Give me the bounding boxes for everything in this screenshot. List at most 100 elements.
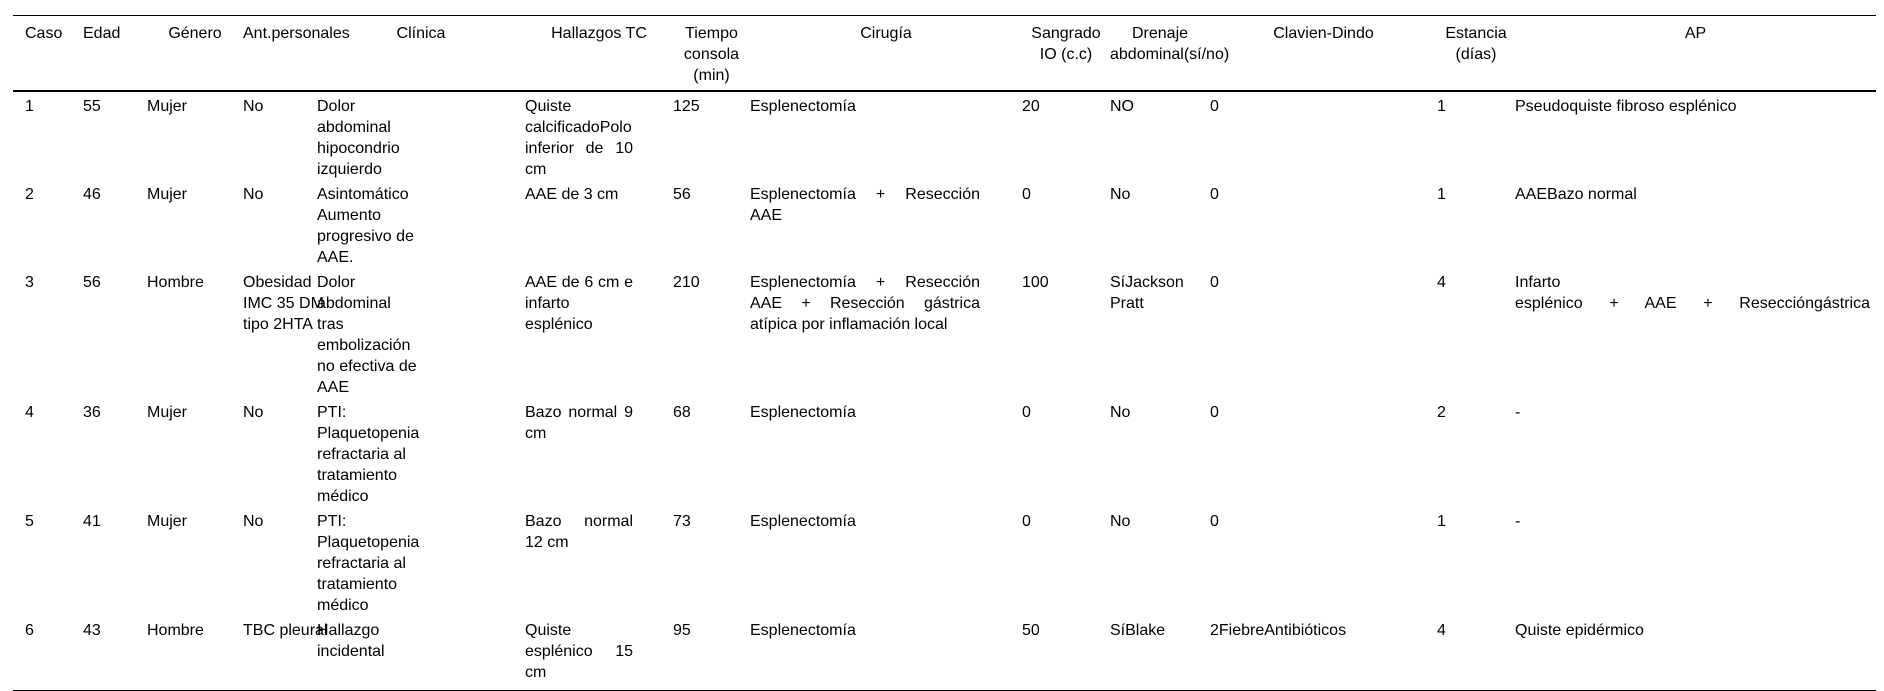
cell-drenaje: No (1110, 180, 1210, 268)
cell-genero: Hombre (147, 274, 204, 291)
cell-ant: TBC pleural (243, 616, 327, 691)
cell-tiempo: 125 (673, 98, 700, 115)
cell-tc: Bazo normal 9 cm (525, 398, 673, 507)
clinical-cases-table: Caso Edad Género Ant.personales Clínica Halla… (13, 15, 1876, 691)
cell-genero: Mujer (147, 404, 188, 421)
cell-content: AAE de 6 cm e infarto esplénico (525, 274, 633, 333)
table-row: 6 43 Hombre TBC pleural Hallazgo incidental Q… (13, 616, 1876, 691)
cell-sangrado: 0 (1022, 186, 1031, 203)
cell-content: Infarto esplénico + AAE + Reseccióngástr… (1515, 274, 1870, 312)
cell-tc: Quiste esplénico 15 cm (525, 616, 673, 691)
table-row: 4 36 Mujer No PTI: Plaquetopenia refractaria… (13, 398, 1876, 507)
table-header: Caso Edad Género Ant.personales Clínica Halla… (13, 15, 1876, 92)
cell-edad: 46 (83, 186, 101, 203)
cell-edad: 55 (83, 98, 101, 115)
cell-content: No (1110, 404, 1131, 421)
cell-tiempo: 73 (673, 513, 691, 530)
cell-content: Quiste esplénico 15 cm (525, 622, 633, 681)
cell-caso: 4 (25, 404, 34, 421)
cell-drenaje: SíJackson Pratt (1110, 268, 1210, 398)
cell-clavien: 0 (1210, 404, 1219, 421)
cell-content: NO (1110, 98, 1134, 115)
cell-estancia: 2 (1437, 404, 1446, 421)
table-row: 3 56 Hombre Obesidad IMC 35 DM tipo 2HTA Dol… (13, 268, 1876, 398)
cell-content: Dolor abdominal tras embolización no efe… (317, 274, 417, 396)
cell-content: Dolor abdominal hipocondrio izquierdo (317, 98, 400, 178)
cell-ant: No (243, 398, 317, 507)
cell-sangrado: 50 (1022, 622, 1040, 639)
column-header-ant: Ant.personales (243, 15, 350, 92)
table-row: 1 55 Mujer No Dolor abdominal hipocondrio iz… (13, 91, 1876, 180)
cell-edad: 41 (83, 513, 101, 530)
table-body: 1 55 Mujer No Dolor abdominal hipocondrio iz… (13, 91, 1876, 691)
cell-content: Quiste epidérmico (1515, 622, 1644, 639)
cell-content: Esplenectomía (750, 513, 856, 530)
cell-clavien: 0 (1210, 98, 1219, 115)
cell-content: Hallazgo incidental (317, 622, 385, 660)
cell-clavien: 0 (1210, 274, 1219, 291)
cell-cirugia: Esplenectomía (750, 398, 1022, 507)
cell-tiempo: 210 (673, 274, 700, 291)
cell-edad: 56 (83, 274, 101, 291)
cell-content: No (243, 404, 264, 421)
cell-clavien: 2FiebreAntibióticos (1210, 622, 1347, 639)
cell-content: Bazo normal 9 cm (525, 404, 633, 442)
cell-tc: Bazo normal 12 cm (525, 507, 673, 616)
cell-caso: 6 (25, 622, 34, 639)
cell-tc: AAE de 3 cm (525, 180, 673, 268)
cell-cirugia: Esplenectomía + Resección AAE + Resecció… (750, 268, 1022, 398)
cell-tc: AAE de 6 cm e infarto esplénico (525, 268, 673, 398)
cell-content: No (1110, 186, 1131, 203)
cell-genero: Mujer (147, 98, 188, 115)
column-header-clavien: Clavien-Dindo (1210, 15, 1437, 92)
cell-drenaje: SíBlake (1110, 616, 1210, 691)
cell-content: SíJackson Pratt (1110, 274, 1184, 312)
cell-content: AAEBazo normal (1515, 186, 1637, 203)
cell-estancia: 4 (1437, 622, 1446, 639)
cell-content: Asintomático Aumento progresivo de AAE. (317, 186, 414, 266)
cell-sangrado: 100 (1022, 274, 1049, 291)
column-header-drenaje: Drenaje abdominal(sí/no) (1110, 15, 1229, 92)
cell-cirugia: Esplenectomía (750, 616, 1022, 691)
cell-content: SíBlake (1110, 622, 1166, 639)
cell-content: No (243, 98, 264, 115)
cell-content: AAE de 3 cm (525, 186, 619, 203)
cell-content: PTI: Plaquetopenia refractaria al tratam… (317, 513, 420, 614)
cell-cirugia: Esplenectomía (750, 91, 1022, 180)
cell-caso: 5 (25, 513, 34, 530)
cell-content: - (1515, 513, 1521, 530)
cell-estancia: 4 (1437, 274, 1446, 291)
cell-clinica: Hallazgo incidental (317, 616, 525, 691)
cell-cirugia: Esplenectomía (750, 507, 1022, 616)
cell-genero: Hombre (147, 622, 204, 639)
cell-clinica: Asintomático Aumento progresivo de AAE. (317, 180, 525, 268)
cell-ap: - (1515, 398, 1876, 507)
cell-caso: 2 (25, 186, 34, 203)
cell-estancia: 1 (1437, 186, 1446, 203)
cell-edad: 36 (83, 404, 101, 421)
cell-ant: Obesidad IMC 35 DM tipo 2HTA (243, 268, 324, 398)
cell-genero: Mujer (147, 186, 188, 203)
cell-tiempo: 68 (673, 404, 691, 421)
cell-ant: No (243, 180, 317, 268)
cell-clinica: PTI: Plaquetopenia refractaria al tratam… (317, 398, 525, 507)
table-row: 5 41 Mujer No PTI: Plaquetopenia refractaria… (13, 507, 1876, 616)
cell-sangrado: 0 (1022, 404, 1031, 421)
cell-estancia: 1 (1437, 513, 1446, 530)
column-header-edad: Edad (83, 15, 147, 92)
cell-drenaje: No (1110, 398, 1210, 507)
cell-clavien: 0 (1210, 186, 1219, 203)
cell-content: Esplenectomía + Resección AAE + Resecció… (750, 274, 980, 333)
cell-ant: No (243, 507, 317, 616)
cell-drenaje: No (1110, 507, 1210, 616)
cell-drenaje: NO (1110, 91, 1210, 180)
column-header-caso: Caso (13, 15, 83, 92)
cell-content: Quiste calcificadoPolo inferior de 10 cm (525, 98, 633, 178)
column-header-ap: AP (1515, 15, 1876, 92)
column-header-tiempo: Tiempo consola (min) (673, 15, 750, 92)
column-header-tc: Hallazgos TC (525, 15, 673, 92)
cell-ap: AAEBazo normal (1515, 180, 1876, 268)
cell-edad: 43 (83, 622, 101, 639)
cell-content: PTI: Plaquetopenia refractaria al tratam… (317, 404, 420, 505)
cell-ap: Infarto esplénico + AAE + Reseccióngástr… (1515, 268, 1876, 398)
